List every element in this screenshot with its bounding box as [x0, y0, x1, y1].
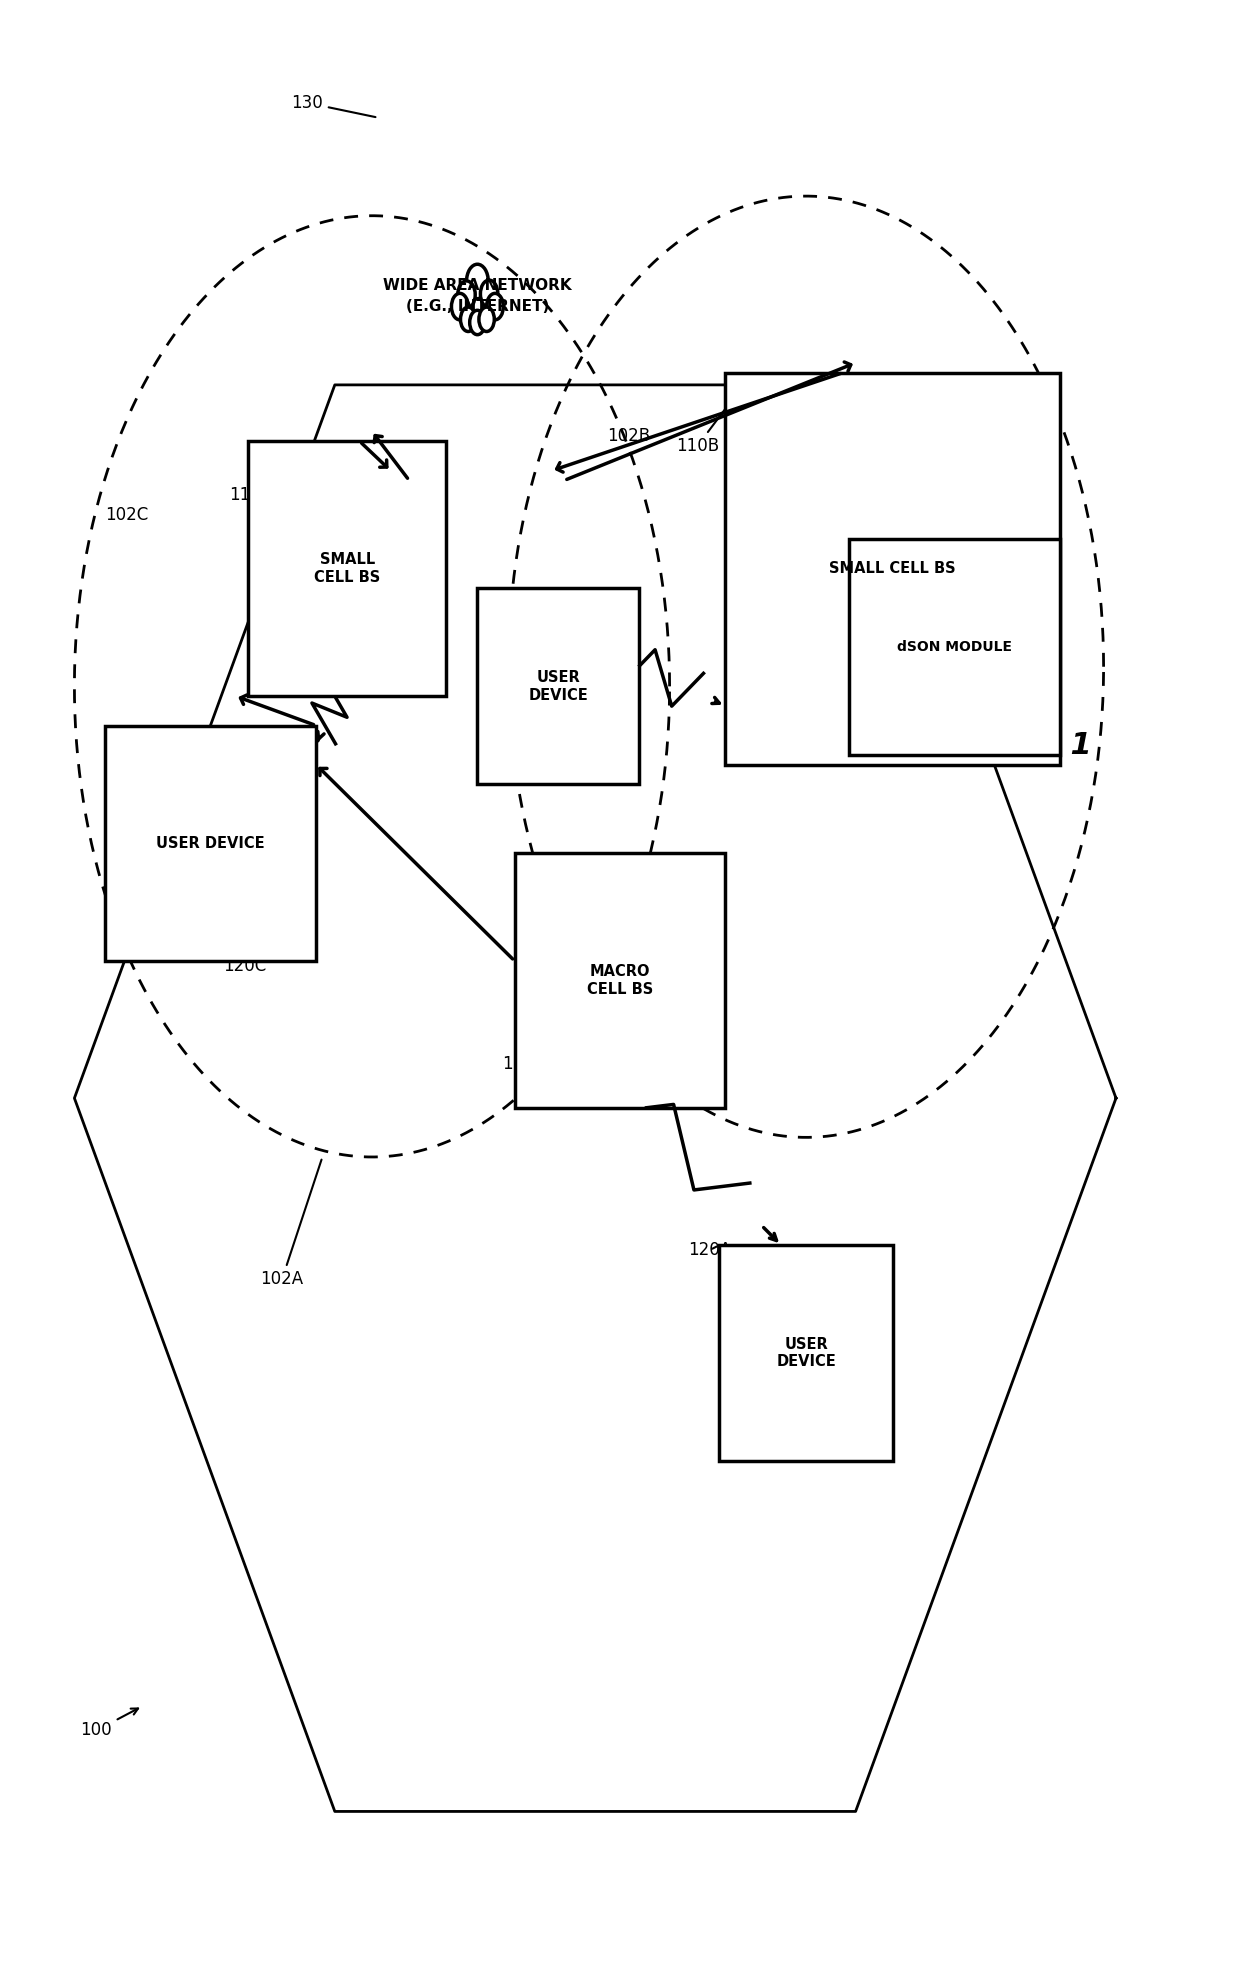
FancyBboxPatch shape — [719, 1245, 893, 1461]
Text: USER
DEVICE: USER DEVICE — [528, 671, 588, 702]
Text: 112: 112 — [769, 506, 853, 539]
Circle shape — [486, 294, 503, 320]
Text: 100: 100 — [81, 1708, 138, 1739]
Text: FIG. 1: FIG. 1 — [991, 731, 1092, 759]
Circle shape — [479, 308, 495, 331]
Text: 102A: 102A — [260, 1159, 321, 1288]
FancyBboxPatch shape — [849, 539, 1060, 755]
Circle shape — [480, 280, 497, 308]
Text: 120B: 120B — [564, 741, 608, 759]
FancyBboxPatch shape — [105, 726, 316, 961]
Text: 102B: 102B — [608, 427, 651, 445]
Circle shape — [470, 310, 485, 335]
Text: USER
DEVICE: USER DEVICE — [776, 1337, 836, 1369]
FancyBboxPatch shape — [725, 373, 1060, 765]
Text: WIDE AREA NETWORK
(E.G., INTERNET): WIDE AREA NETWORK (E.G., INTERNET) — [383, 278, 572, 314]
Text: 130: 130 — [291, 94, 376, 118]
Text: SMALL CELL BS: SMALL CELL BS — [830, 561, 956, 577]
Circle shape — [460, 308, 476, 331]
Text: 110C: 110C — [229, 441, 444, 504]
Text: 110A: 110A — [502, 1055, 546, 1106]
FancyBboxPatch shape — [477, 588, 639, 784]
Circle shape — [451, 294, 469, 320]
Text: MACRO
CELL BS: MACRO CELL BS — [587, 965, 653, 996]
Text: 120A: 120A — [688, 1241, 732, 1259]
Circle shape — [466, 265, 489, 298]
Circle shape — [458, 280, 475, 308]
Text: 110B: 110B — [676, 394, 737, 455]
Text: dSON MODULE: dSON MODULE — [898, 639, 1012, 655]
FancyBboxPatch shape — [248, 441, 446, 696]
Text: 120C: 120C — [223, 957, 267, 975]
Text: 102C: 102C — [105, 506, 149, 524]
FancyBboxPatch shape — [515, 853, 725, 1108]
Text: USER DEVICE: USER DEVICE — [156, 835, 265, 851]
Text: SMALL
CELL BS: SMALL CELL BS — [314, 553, 381, 584]
